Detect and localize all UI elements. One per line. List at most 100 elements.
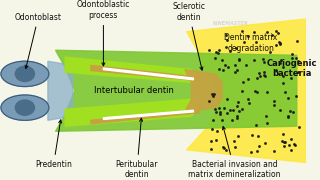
- Polygon shape: [91, 109, 199, 124]
- Point: [221, 147, 226, 150]
- Point: [223, 33, 228, 36]
- Point: [239, 29, 244, 32]
- Point: [219, 58, 224, 61]
- Point: [295, 40, 300, 43]
- Point: [254, 76, 259, 79]
- Point: [290, 57, 295, 60]
- Point: [271, 104, 276, 107]
- Point: [247, 102, 252, 105]
- Point: [261, 60, 266, 63]
- Point: [246, 35, 251, 38]
- Point: [250, 134, 255, 137]
- Point: [236, 58, 241, 61]
- Point: [244, 63, 249, 66]
- Point: [291, 111, 296, 113]
- Point: [252, 59, 257, 62]
- Text: Odontoblastic
process: Odontoblastic process: [77, 0, 130, 66]
- Point: [209, 127, 214, 130]
- Point: [248, 151, 253, 154]
- Point: [236, 134, 241, 137]
- Point: [256, 72, 261, 75]
- Point: [209, 92, 214, 95]
- Point: [226, 66, 231, 69]
- Point: [289, 76, 294, 79]
- Point: [295, 71, 300, 74]
- Point: [232, 71, 237, 73]
- Point: [212, 93, 217, 96]
- Point: [271, 149, 276, 152]
- Point: [264, 30, 269, 33]
- Point: [273, 43, 278, 46]
- Text: Sclerotic
dentin: Sclerotic dentin: [172, 2, 205, 70]
- Point: [265, 121, 270, 124]
- Point: [295, 60, 300, 63]
- Point: [208, 148, 213, 151]
- Point: [262, 141, 268, 144]
- Polygon shape: [65, 57, 199, 82]
- Point: [233, 46, 238, 49]
- Point: [219, 119, 224, 122]
- Text: Odontoblast: Odontoblast: [15, 13, 62, 68]
- Point: [230, 109, 235, 111]
- Point: [272, 99, 277, 102]
- Point: [277, 61, 282, 64]
- Point: [213, 111, 218, 114]
- Point: [240, 89, 245, 92]
- Point: [282, 140, 287, 143]
- Point: [276, 40, 281, 43]
- Point: [235, 117, 240, 120]
- Point: [254, 149, 259, 152]
- Point: [245, 98, 251, 100]
- Point: [224, 39, 229, 42]
- Point: [269, 34, 274, 37]
- Point: [261, 74, 267, 76]
- Point: [223, 148, 228, 151]
- Point: [217, 110, 222, 113]
- Point: [252, 31, 257, 33]
- Polygon shape: [103, 68, 193, 80]
- Polygon shape: [187, 19, 306, 163]
- Point: [276, 31, 281, 34]
- Point: [280, 75, 285, 77]
- Point: [253, 41, 258, 44]
- Point: [235, 100, 240, 103]
- Point: [280, 65, 285, 68]
- Point: [210, 94, 215, 97]
- Point: [288, 138, 293, 140]
- Point: [211, 119, 216, 122]
- Point: [227, 50, 232, 52]
- Text: Dentin matrix
degradation: Dentin matrix degradation: [224, 33, 277, 53]
- Point: [223, 64, 228, 67]
- Text: Peritubular
dentin: Peritubular dentin: [116, 118, 158, 179]
- Point: [273, 30, 278, 33]
- Point: [214, 130, 220, 133]
- Point: [216, 68, 221, 71]
- Point: [292, 143, 298, 146]
- Polygon shape: [103, 110, 193, 120]
- Point: [273, 69, 278, 72]
- Point: [292, 142, 297, 145]
- Point: [262, 74, 267, 77]
- Point: [281, 140, 286, 143]
- Point: [285, 115, 290, 118]
- Point: [278, 58, 284, 61]
- Point: [293, 56, 299, 59]
- Point: [267, 50, 272, 53]
- Point: [231, 140, 236, 143]
- Point: [283, 90, 288, 93]
- Point: [265, 91, 270, 94]
- Point: [236, 58, 241, 61]
- Point: [253, 90, 258, 93]
- Point: [280, 140, 285, 143]
- Point: [225, 112, 230, 115]
- Point: [290, 53, 295, 56]
- Point: [277, 108, 282, 111]
- Point: [233, 63, 238, 66]
- Polygon shape: [185, 70, 222, 112]
- Polygon shape: [56, 50, 297, 131]
- Point: [258, 74, 263, 77]
- Point: [280, 132, 285, 135]
- Text: Intertubular dentin: Intertubular dentin: [94, 86, 174, 95]
- Text: Bacterial invasion and
matrix demineralization: Bacterial invasion and matrix deminerali…: [188, 127, 281, 179]
- Point: [263, 114, 268, 117]
